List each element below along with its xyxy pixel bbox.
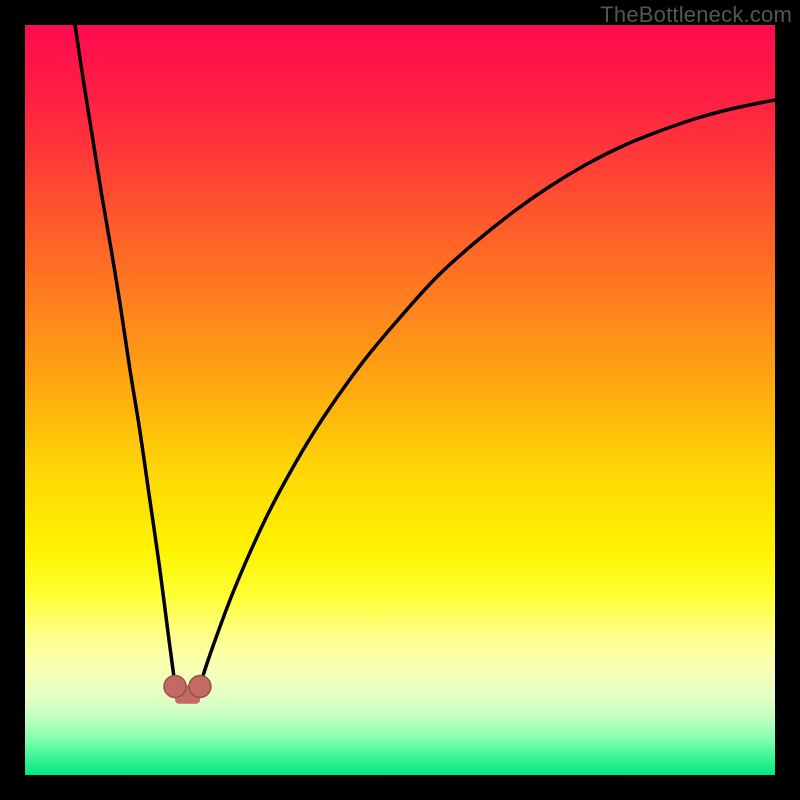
valley-marker-1	[189, 676, 211, 698]
valley-marker-0	[164, 676, 186, 698]
plot-svg	[25, 25, 775, 775]
plot-area	[25, 25, 775, 775]
gradient-background	[25, 25, 775, 775]
chart-container: TheBottleneck.com	[0, 0, 800, 800]
